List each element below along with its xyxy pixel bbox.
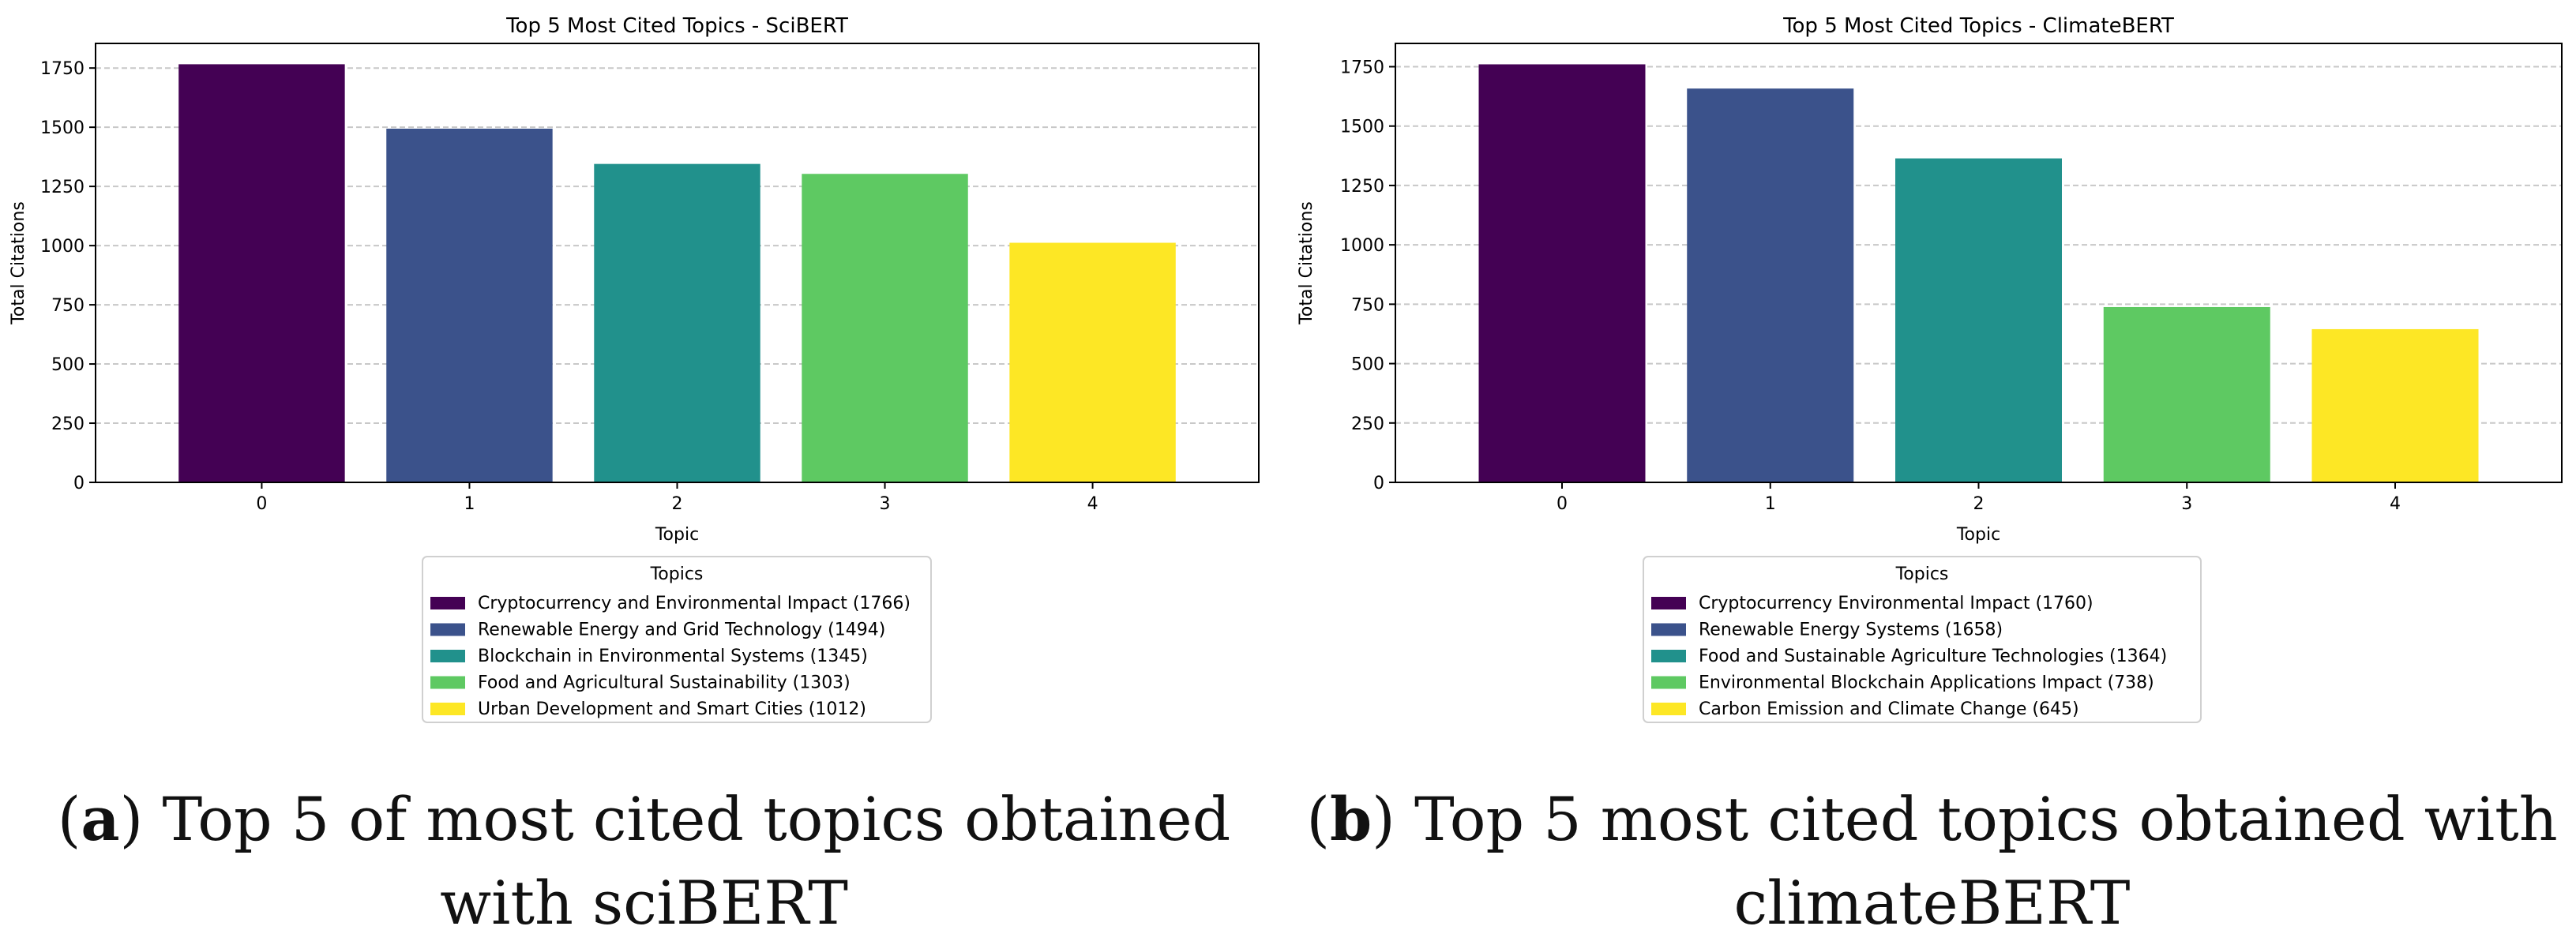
legend-swatch: [1651, 650, 1686, 662]
legend-entry: Cryptocurrency Environmental Impact (176…: [1699, 594, 2093, 613]
bar-topic-3: [2103, 306, 2270, 482]
y-tick-label: 1000: [1340, 236, 1384, 256]
y-tick-label: 1750: [1340, 58, 1384, 77]
x-tick-label: 2: [672, 494, 683, 514]
legend-title: Topics: [650, 564, 704, 584]
y-tick-label: 0: [73, 474, 84, 493]
bar-topic-4: [1009, 242, 1176, 482]
legend-swatch: [430, 597, 465, 609]
y-tick-label: 0: [1373, 474, 1384, 493]
legend-entry: Renewable Energy Systems (1658): [1699, 621, 2003, 640]
legend-entry: Food and Agricultural Sustainability (13…: [478, 673, 851, 693]
legend-entry: Renewable Energy and Grid Technology (14…: [478, 621, 885, 640]
caption-a: (a) Top 5 of most cited topics obtained …: [57, 784, 1231, 938]
caption-b-letter: b: [1329, 784, 1372, 854]
x-tick-label: 1: [464, 494, 475, 514]
y-tick-label: 250: [1351, 414, 1384, 434]
caption-b-text: Top 5 most cited topics obtained with cl…: [1414, 784, 2558, 938]
caption-b: (b) Top 5 most cited topics obtained wit…: [1306, 784, 2558, 938]
x-tick-label: 3: [2181, 494, 2192, 514]
y-axis-label: Total Citations: [1297, 201, 1316, 325]
legend-swatch: [1651, 623, 1686, 636]
legend-entry: Blockchain in Environmental Systems (134…: [478, 647, 868, 666]
y-tick-label: 500: [51, 355, 84, 375]
legend-entry: Environmental Blockchain Applications Im…: [1699, 673, 2154, 693]
legend-box: [422, 556, 932, 723]
y-tick-label: 1000: [40, 237, 84, 257]
legend-entry: Carbon Emission and Climate Change (645): [1699, 699, 2079, 719]
panel-a: Top 5 Most Cited Topics - SciBERT 0 250 500…: [0, 0, 1288, 939]
bar-topic-2: [1895, 158, 2062, 482]
chart-title: Top 5 Most Cited Topics - SciBERT: [505, 14, 848, 38]
legend-swatch: [1651, 597, 1686, 609]
legend-swatch: [430, 623, 465, 636]
chart-scibert: Top 5 Most Cited Topics - SciBERT 0 250 500…: [9, 14, 1260, 723]
x-tick-label: 1: [1765, 494, 1776, 514]
x-axis-label: Topic: [655, 525, 699, 545]
x-tick-label: 3: [880, 494, 891, 514]
y-tick-label: 1250: [1340, 177, 1384, 197]
legend-swatch: [430, 676, 465, 689]
legend-entry: Cryptocurrency and Environmental Impact …: [478, 594, 911, 613]
x-tick-label: 2: [1973, 494, 1985, 514]
y-tick-label: 1500: [1340, 118, 1384, 137]
x-tick-label: 0: [1556, 494, 1568, 514]
caption-a-letter: a: [81, 784, 120, 854]
y-tick-label: 1750: [40, 59, 84, 79]
legend-entry: Food and Sustainable Agriculture Technol…: [1699, 647, 2167, 666]
y-tick-label: 500: [1351, 355, 1384, 375]
bar-topic-0: [178, 64, 345, 483]
bar-topic-3: [802, 174, 968, 483]
bar-topic-2: [594, 163, 760, 483]
legend-swatch: [1651, 676, 1686, 689]
bar-topic-4: [2311, 328, 2479, 482]
y-tick-label: 1250: [40, 178, 84, 197]
x-tick-label: 4: [2390, 494, 2401, 514]
x-tick-label: 0: [256, 494, 267, 514]
x-axis-label: Topic: [1956, 525, 2000, 545]
legend-title: Topics: [1895, 564, 1949, 584]
panel-b: Top 5 Most Cited Topics - ClimateBERT 0 25…: [1288, 0, 2576, 939]
bar-topic-1: [386, 128, 553, 482]
x-tick-label: 4: [1087, 494, 1098, 514]
legend-box: [1643, 556, 2202, 723]
chart-climatebert: Top 5 Most Cited Topics - ClimateBERT025…: [1297, 14, 2563, 723]
legend-swatch: [430, 650, 465, 662]
legend-swatch: [1651, 703, 1686, 715]
legend-entry: Urban Development and Smart Cities (1012…: [478, 699, 866, 719]
y-tick-label: 250: [51, 414, 84, 434]
y-axis-label: Total Citations: [9, 201, 28, 325]
chart-title: Top 5 Most Cited Topics - ClimateBERT: [1782, 14, 2174, 38]
bar-topic-1: [1687, 88, 1854, 483]
caption-a-text: Top 5 of most cited topics obtained with…: [162, 784, 1231, 938]
bar-topic-0: [1478, 64, 1646, 482]
y-tick-label: 1500: [40, 118, 84, 138]
y-tick-label: 750: [51, 296, 84, 316]
y-tick-label: 750: [1351, 295, 1384, 315]
legend-swatch: [430, 703, 465, 715]
